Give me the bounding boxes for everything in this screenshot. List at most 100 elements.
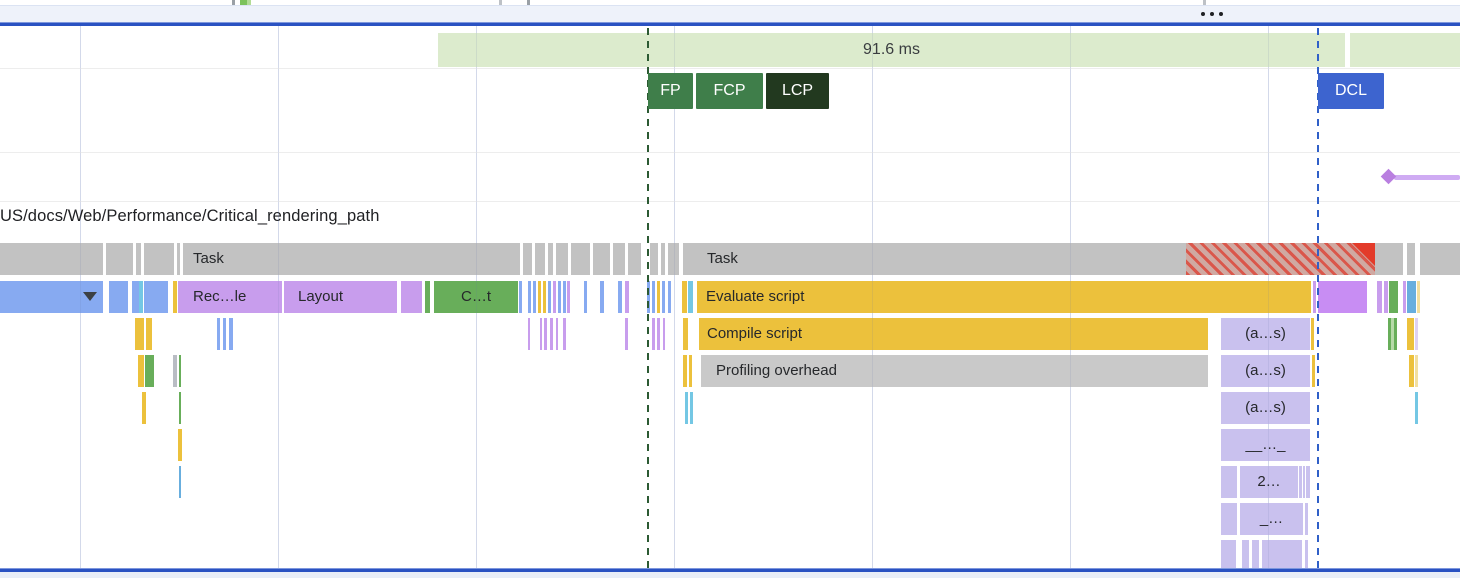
- flame-bar[interactable]: [1312, 355, 1315, 387]
- flame-bar[interactable]: [528, 281, 531, 313]
- flame-bar[interactable]: [1299, 466, 1302, 498]
- anonymous-bar[interactable]: (a…s): [1221, 392, 1310, 424]
- flame-bar[interactable]: [613, 243, 625, 275]
- flame-bar[interactable]: [1384, 281, 1388, 313]
- flame-bar[interactable]: [550, 318, 553, 350]
- flame-bar[interactable]: [556, 243, 568, 275]
- anonymous-bar[interactable]: __…_: [1221, 429, 1310, 461]
- flame-bar[interactable]: [132, 281, 139, 313]
- flame-bar[interactable]: [1262, 540, 1302, 568]
- fcp-marker-badge[interactable]: FCP: [696, 73, 763, 109]
- parse-html-bar[interactable]: [0, 281, 103, 313]
- flame-bar[interactable]: [1311, 318, 1314, 350]
- recalculate-style-bar[interactable]: Rec…le: [178, 281, 282, 313]
- flame-bar[interactable]: [618, 281, 622, 313]
- flame-bar[interactable]: [1221, 540, 1236, 568]
- flame-bar[interactable]: [650, 243, 658, 275]
- flame-bar[interactable]: [173, 281, 177, 313]
- flame-bar[interactable]: [1415, 318, 1418, 350]
- anonymous-bar[interactable]: (a…s): [1221, 355, 1310, 387]
- anonymous-bar[interactable]: (a…s): [1221, 318, 1310, 350]
- flame-bar[interactable]: [1394, 318, 1397, 350]
- flame-bar[interactable]: [663, 318, 665, 350]
- flame-bar[interactable]: [685, 392, 688, 424]
- flame-bar[interactable]: [1415, 355, 1418, 387]
- flame-bar[interactable]: [1306, 466, 1310, 498]
- flame-bar[interactable]: [540, 318, 542, 350]
- flame-bar[interactable]: [425, 281, 430, 313]
- flame-bar[interactable]: [662, 281, 665, 313]
- flame-bar[interactable]: [1221, 466, 1237, 498]
- layout-bar[interactable]: Layout: [284, 281, 397, 313]
- flame-bar[interactable]: [1391, 318, 1394, 350]
- long-task-candystripe[interactable]: [1186, 243, 1375, 275]
- flame-bar[interactable]: [1420, 243, 1460, 275]
- flame-bar[interactable]: [593, 243, 610, 275]
- flame-bar[interactable]: [652, 281, 655, 313]
- flamechart-canvas[interactable]: US/docs/Web/Performance/Critical_renderi…: [0, 26, 1460, 568]
- flame-bar[interactable]: [1403, 281, 1406, 313]
- flame-bar[interactable]: [563, 318, 566, 350]
- flame-bar[interactable]: [1407, 318, 1414, 350]
- flame-bar[interactable]: [668, 243, 679, 275]
- flame-bar[interactable]: [144, 281, 168, 313]
- flame-bar[interactable]: [0, 243, 103, 275]
- flame-bar[interactable]: [556, 318, 558, 350]
- flame-bar[interactable]: [683, 355, 687, 387]
- flame-bar[interactable]: [563, 281, 566, 313]
- task-bar[interactable]: Task: [183, 243, 520, 275]
- flame-bar[interactable]: [553, 281, 556, 313]
- anonymous-bar[interactable]: _…: [1240, 503, 1303, 535]
- flame-bar[interactable]: [177, 243, 180, 275]
- flame-bar[interactable]: [548, 281, 551, 313]
- flame-bar[interactable]: [179, 355, 181, 387]
- anonymous-bar[interactable]: 2…: [1240, 466, 1298, 498]
- flame-bar[interactable]: [1242, 540, 1249, 568]
- flame-bar[interactable]: [223, 318, 226, 350]
- flame-bar[interactable]: [135, 318, 144, 350]
- fp-marker-badge[interactable]: FP: [648, 73, 693, 109]
- flame-bar[interactable]: [528, 318, 530, 350]
- flame-bar[interactable]: [178, 429, 182, 461]
- flame-bar[interactable]: [519, 281, 522, 313]
- flame-bar[interactable]: [600, 281, 604, 313]
- flame-bar[interactable]: [217, 318, 220, 350]
- flame-bar[interactable]: [1388, 318, 1391, 350]
- flame-bar[interactable]: [401, 281, 422, 313]
- flame-bar[interactable]: [142, 392, 146, 424]
- flame-bar[interactable]: [138, 355, 144, 387]
- flame-bar[interactable]: [1318, 281, 1367, 313]
- flame-bar[interactable]: [668, 281, 671, 313]
- paint-bar[interactable]: C…t: [434, 281, 518, 313]
- flame-bar[interactable]: [139, 281, 143, 313]
- flame-bar[interactable]: [683, 318, 688, 350]
- flame-bar[interactable]: [690, 392, 693, 424]
- flame-bar[interactable]: [144, 243, 174, 275]
- flame-bar[interactable]: [109, 281, 128, 313]
- flame-bar[interactable]: [538, 281, 541, 313]
- disclosure-triangle-icon[interactable]: [83, 292, 97, 301]
- flame-bar[interactable]: [1417, 281, 1420, 313]
- flame-bar[interactable]: [1305, 503, 1308, 535]
- flame-bar[interactable]: [571, 243, 590, 275]
- overview-minimap-strip[interactable]: [0, 0, 1460, 5]
- flame-bar[interactable]: [1407, 243, 1415, 275]
- flame-bar[interactable]: [682, 281, 687, 313]
- flame-bar[interactable]: [1313, 281, 1316, 313]
- timestamp-diamond-icon[interactable]: [1380, 168, 1397, 185]
- flame-bar[interactable]: [652, 318, 655, 350]
- flame-bar[interactable]: [1409, 355, 1414, 387]
- flame-bar[interactable]: [567, 281, 570, 313]
- flame-bar[interactable]: [523, 243, 532, 275]
- flame-bar[interactable]: [1377, 281, 1382, 313]
- flame-bar[interactable]: [543, 281, 546, 313]
- flame-bar[interactable]: [625, 318, 628, 350]
- flame-bar[interactable]: [548, 243, 553, 275]
- flame-bar[interactable]: [136, 243, 141, 275]
- flame-bar[interactable]: [1415, 392, 1418, 424]
- flame-bar[interactable]: [544, 318, 547, 350]
- flame-bar[interactable]: [1389, 281, 1398, 313]
- flame-bar[interactable]: [106, 243, 133, 275]
- flame-bar[interactable]: [1305, 540, 1308, 568]
- flame-bar[interactable]: [1407, 281, 1416, 313]
